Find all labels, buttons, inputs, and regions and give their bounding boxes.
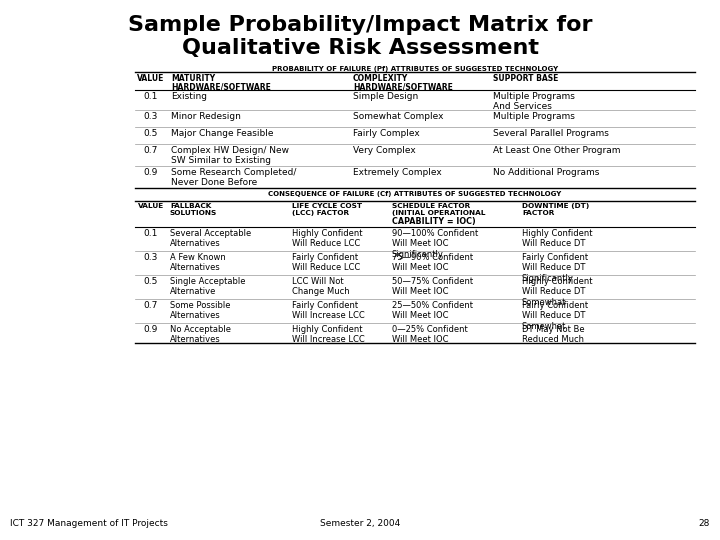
- Text: Minor Redesign: Minor Redesign: [171, 112, 241, 121]
- Text: CAPABILITY = IOC): CAPABILITY = IOC): [392, 217, 476, 226]
- Text: Fairly Complex: Fairly Complex: [353, 129, 420, 138]
- Text: HARDWARE/SOFTWARE: HARDWARE/SOFTWARE: [171, 82, 271, 91]
- Text: FALLBACK: FALLBACK: [170, 203, 212, 209]
- Text: 0.9: 0.9: [144, 325, 158, 334]
- Text: Some Research Completed/
Never Done Before: Some Research Completed/ Never Done Befo…: [171, 168, 297, 187]
- Text: SUPPORT BASE: SUPPORT BASE: [493, 74, 559, 83]
- Text: (INITIAL OPERATIONAL: (INITIAL OPERATIONAL: [392, 210, 485, 216]
- Text: Fairly Confident
Will Reduce DT
Somewhat: Fairly Confident Will Reduce DT Somewhat: [522, 301, 588, 331]
- Text: Highly Confident
Will Reduce LCC: Highly Confident Will Reduce LCC: [292, 229, 362, 248]
- Text: Major Change Feasible: Major Change Feasible: [171, 129, 274, 138]
- Text: DT May Not Be
Reduced Much: DT May Not Be Reduced Much: [522, 325, 585, 345]
- Text: Existing: Existing: [171, 92, 207, 101]
- Text: 25—50% Confident
Will Meet IOC: 25—50% Confident Will Meet IOC: [392, 301, 473, 320]
- Text: SOLUTIONS: SOLUTIONS: [170, 210, 217, 216]
- Text: Very Complex: Very Complex: [353, 146, 415, 155]
- Text: Several Acceptable
Alternatives: Several Acceptable Alternatives: [170, 229, 251, 248]
- Text: Fairly Confident
Will Reduce DT
Significantly: Fairly Confident Will Reduce DT Signific…: [522, 253, 588, 283]
- Text: 0.3: 0.3: [144, 112, 158, 121]
- Text: 50—75% Confident
Will Meet IOC: 50—75% Confident Will Meet IOC: [392, 277, 473, 296]
- Text: Some Possible
Alternatives: Some Possible Alternatives: [170, 301, 230, 320]
- Text: COMPLEXITY: COMPLEXITY: [353, 74, 408, 83]
- Text: 0.9: 0.9: [144, 168, 158, 177]
- Text: CONSEQUENCE OF FAILURE (Cf) ATTRIBUTES OF SUGGESTED TECHNOLOGY: CONSEQUENCE OF FAILURE (Cf) ATTRIBUTES O…: [269, 191, 562, 197]
- Text: 0.1: 0.1: [144, 229, 158, 238]
- Text: MATURITY: MATURITY: [171, 74, 215, 83]
- Text: PROBABILITY OF FAILURE (Pf) ATTRIBUTES OF SUGGESTED TECHNOLOGY: PROBABILITY OF FAILURE (Pf) ATTRIBUTES O…: [272, 66, 558, 72]
- Text: Several Parallel Programs: Several Parallel Programs: [493, 129, 609, 138]
- Text: Simple Design: Simple Design: [353, 92, 418, 101]
- Text: (LCC) FACTOR: (LCC) FACTOR: [292, 210, 349, 216]
- Text: 0.5: 0.5: [144, 129, 158, 138]
- Text: HARDWARE/SOFTWARE: HARDWARE/SOFTWARE: [353, 82, 453, 91]
- Text: Highly Confident
Will Reduce DT: Highly Confident Will Reduce DT: [522, 229, 593, 248]
- Text: FACTOR: FACTOR: [522, 210, 554, 216]
- Text: Complex HW Design/ New
SW Similar to Existing: Complex HW Design/ New SW Similar to Exi…: [171, 146, 289, 165]
- Text: 90—100% Confident
Will Meet IOC
Significantly: 90—100% Confident Will Meet IOC Signific…: [392, 229, 478, 259]
- Text: Highly Confident
Will Reduce DT
Somewhat: Highly Confident Will Reduce DT Somewhat: [522, 277, 593, 307]
- Text: 28: 28: [698, 519, 710, 528]
- Text: No Acceptable
Alternatives: No Acceptable Alternatives: [170, 325, 231, 345]
- Text: 0.7: 0.7: [144, 301, 158, 310]
- Text: 0.5: 0.5: [144, 277, 158, 286]
- Text: 75—90% Confident
Will Meet IOC: 75—90% Confident Will Meet IOC: [392, 253, 473, 272]
- Text: LIFE CYCLE COST: LIFE CYCLE COST: [292, 203, 362, 209]
- Text: 0.1: 0.1: [144, 92, 158, 101]
- Text: Somewhat Complex: Somewhat Complex: [353, 112, 444, 121]
- Text: Extremely Complex: Extremely Complex: [353, 168, 442, 177]
- Text: SCHEDULE FACTOR: SCHEDULE FACTOR: [392, 203, 470, 209]
- Text: A Few Known
Alternatives: A Few Known Alternatives: [170, 253, 226, 272]
- Text: Sample Probability/Impact Matrix for: Sample Probability/Impact Matrix for: [127, 15, 593, 35]
- Text: Highly Confident
Will Increase LCC: Highly Confident Will Increase LCC: [292, 325, 365, 345]
- Text: Qualitative Risk Assessment: Qualitative Risk Assessment: [181, 38, 539, 58]
- Text: 0.3: 0.3: [144, 253, 158, 262]
- Text: VALUE: VALUE: [138, 203, 164, 209]
- Text: ICT 327 Management of IT Projects: ICT 327 Management of IT Projects: [10, 519, 168, 528]
- Text: Multiple Programs
And Services: Multiple Programs And Services: [493, 92, 575, 111]
- Text: VALUE: VALUE: [138, 74, 165, 83]
- Text: Fairly Confident
Will Increase LCC: Fairly Confident Will Increase LCC: [292, 301, 365, 320]
- Text: 0.7: 0.7: [144, 146, 158, 155]
- Text: Fairly Confident
Will Reduce LCC: Fairly Confident Will Reduce LCC: [292, 253, 360, 272]
- Text: At Least One Other Program: At Least One Other Program: [493, 146, 621, 155]
- Text: 0—25% Confident
Will Meet IOC: 0—25% Confident Will Meet IOC: [392, 325, 468, 345]
- Text: No Additional Programs: No Additional Programs: [493, 168, 599, 177]
- Text: DOWNTIME (DT): DOWNTIME (DT): [522, 203, 589, 209]
- Text: LCC Will Not
Change Much: LCC Will Not Change Much: [292, 277, 350, 296]
- Text: Semester 2, 2004: Semester 2, 2004: [320, 519, 400, 528]
- Text: Single Acceptable
Alternative: Single Acceptable Alternative: [170, 277, 246, 296]
- Text: Multiple Programs: Multiple Programs: [493, 112, 575, 121]
